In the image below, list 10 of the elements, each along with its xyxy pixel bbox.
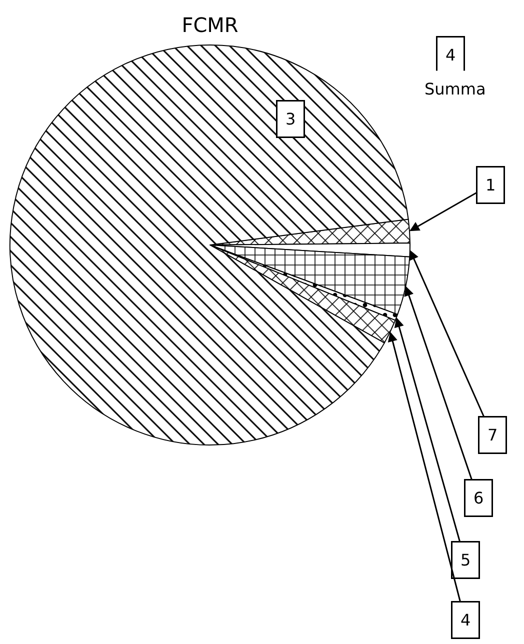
chart-title: FCMR <box>182 13 238 37</box>
slice-label: 4 <box>460 610 471 630</box>
slice-label: 6 <box>474 488 484 508</box>
text: 4 <box>446 46 456 64</box>
slice-label: 1 <box>486 176 496 194</box>
pie-slice <box>10 44 409 446</box>
slice-label: 5 <box>460 550 471 570</box>
slice-label: 7 <box>488 426 498 444</box>
slice-label: 3 <box>286 110 296 128</box>
text: Summa <box>424 80 486 98</box>
